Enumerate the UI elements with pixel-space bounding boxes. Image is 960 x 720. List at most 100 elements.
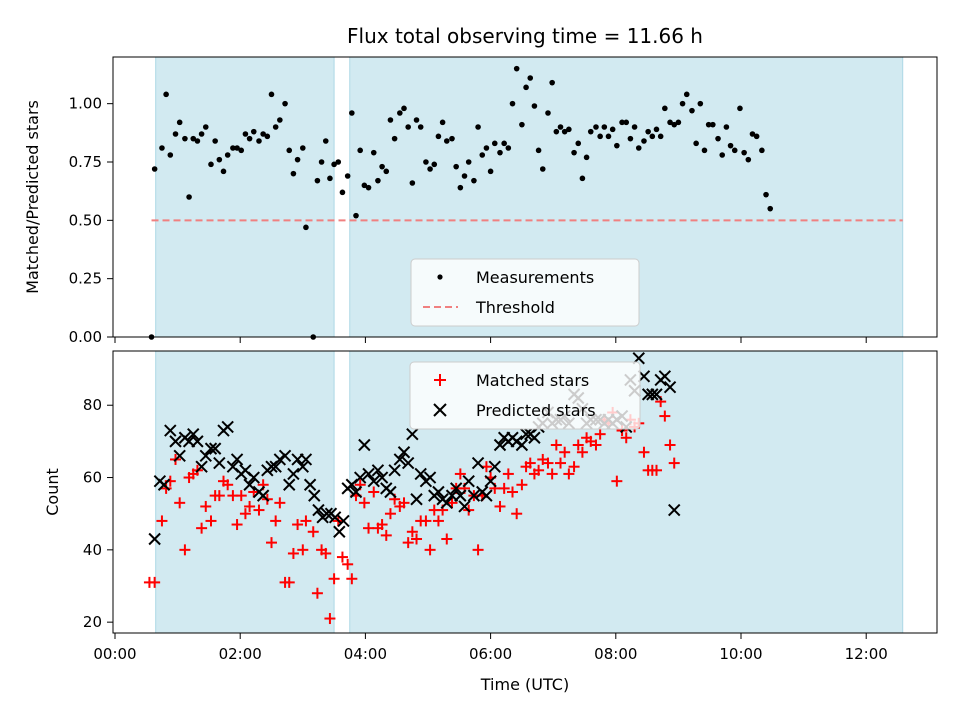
matched-star-point (533, 464, 545, 476)
x-axis-label: Time (UTC) (480, 675, 569, 694)
measurement-point (457, 184, 464, 191)
measurement-point (727, 142, 734, 149)
measurement-point (370, 149, 377, 156)
measurement-point (208, 161, 214, 168)
measurement-point (657, 133, 664, 140)
matched-star-point (502, 468, 514, 480)
matched-star-point (363, 522, 375, 534)
measurement-point (753, 133, 760, 140)
matched-star-point (420, 515, 432, 527)
measurement-point (710, 121, 716, 128)
predicted-star-point (256, 489, 270, 502)
predicted-star-point (480, 489, 493, 502)
predicted-star-point (157, 478, 171, 491)
matched-star-point (402, 537, 414, 549)
predicted-stars-legend-marker (433, 403, 447, 417)
matched-star-point (342, 558, 354, 570)
measurement-point (159, 145, 165, 151)
predicted-star-point (308, 489, 321, 502)
matched-star-point (576, 446, 588, 458)
measurement-point (749, 131, 756, 137)
matched-star-point (559, 446, 571, 458)
measurement-point (387, 117, 394, 123)
matched-star-point (160, 482, 172, 494)
measurement-point (641, 138, 647, 144)
matched-star-point (664, 439, 676, 451)
measurement-point (767, 205, 774, 212)
predicted-star-point (187, 427, 200, 441)
shaded-interval (155, 56, 335, 338)
x-tick-label: 08:00 (594, 645, 637, 663)
predicted-star-point (528, 431, 541, 444)
measurement-point (427, 166, 433, 172)
measurement-point (194, 138, 201, 144)
predicted-star-point (646, 388, 659, 401)
matched-star-point (196, 522, 208, 534)
measurement-point (566, 126, 572, 133)
measurement-point (597, 133, 603, 140)
matched-star-point (149, 576, 161, 588)
predicted-star-point (454, 489, 467, 502)
predicted-star-point (397, 446, 411, 459)
measurement-point (759, 147, 765, 154)
measurement-point (335, 159, 342, 165)
measurement-point (571, 149, 577, 156)
measurement-point (439, 119, 446, 126)
measurement-point (391, 135, 398, 142)
matched-star-point (213, 490, 225, 502)
bottom-y-tick-label: 60 (83, 469, 102, 487)
matched-star-point (650, 464, 662, 476)
matched-star-point (244, 500, 256, 512)
measurement-point (683, 91, 690, 98)
predicted-star-point (208, 442, 222, 455)
measurement-point (322, 138, 329, 144)
matched-star-point (507, 486, 519, 498)
measurements-series (148, 65, 774, 340)
measurements-legend-label: Measurements (476, 268, 594, 287)
measurement-point (397, 110, 403, 116)
predicted-star-point (668, 503, 681, 517)
measurement-point (250, 128, 257, 135)
predicted-star-point (493, 438, 507, 452)
matched-star-point (380, 529, 392, 541)
measurement-point (353, 212, 359, 219)
measurement-point (230, 145, 236, 151)
matched-star-point (511, 508, 523, 520)
top-y-tick-label: 0.50 (69, 211, 102, 229)
top-legend: Measurements Threshold (410, 258, 640, 327)
measurement-point (527, 75, 534, 81)
measurement-point (557, 124, 564, 130)
measurement-point (513, 65, 520, 72)
measurement-point (645, 128, 651, 135)
predicted-star-point (401, 456, 415, 470)
measurement-point (705, 121, 712, 128)
predicted-star-point (410, 493, 423, 506)
measurement-point (431, 161, 438, 168)
matched-star-point (668, 457, 680, 469)
measurement-point (689, 107, 695, 114)
predicted-star-point (287, 467, 300, 481)
matched-star-point (611, 475, 623, 487)
measurement-point (491, 140, 498, 147)
matched-star-point (311, 587, 323, 599)
matched-star-point (346, 573, 358, 585)
measurement-point (523, 84, 529, 91)
measurement-point (583, 154, 590, 161)
matched-star-point (179, 544, 191, 556)
matched-star-point (274, 497, 286, 509)
measurement-point (701, 147, 708, 154)
bottom-y-tick-label: 80 (83, 396, 102, 414)
x-tick-label: 06:00 (469, 645, 512, 663)
measurement-point (587, 128, 594, 135)
matched-star-point (446, 497, 458, 509)
matched-star-point (368, 486, 380, 498)
predicted-star-point (458, 500, 471, 513)
measurement-point (483, 145, 490, 151)
matched-star-point (638, 446, 650, 458)
measurement-point (264, 133, 271, 140)
measurement-point (224, 152, 231, 158)
top-y-tick-label: 0.25 (69, 270, 102, 288)
top-y-ticks: 0.00 0.25 0.50 0.75 1.00 (69, 95, 113, 346)
predicted-star-point (663, 380, 677, 394)
